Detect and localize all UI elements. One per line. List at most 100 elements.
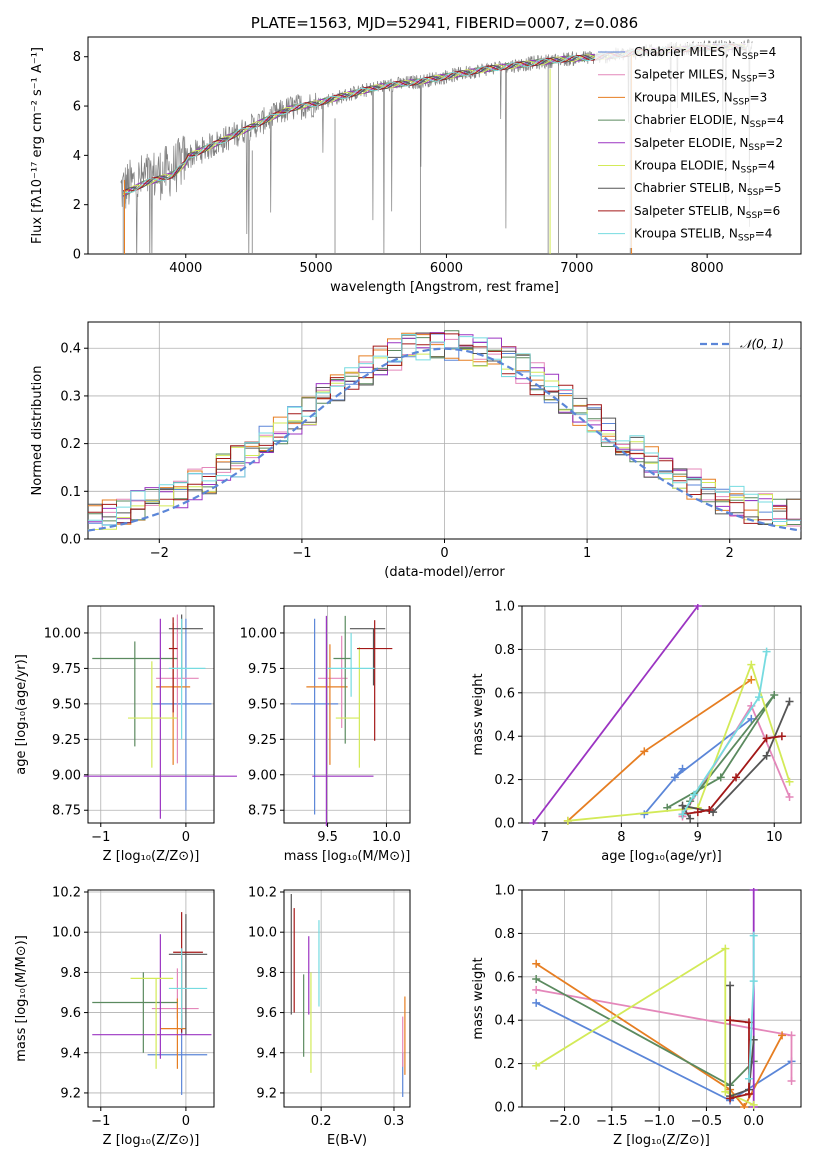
x-tick-label: 0: [182, 1114, 190, 1129]
series-kroupa-miles: [532, 959, 787, 1109]
legend-entry-subscript: SSP: [748, 143, 765, 153]
x-tick-label: −1: [91, 1114, 110, 1129]
y-tick-label: 9.00: [52, 768, 81, 783]
series-marker: [744, 1074, 753, 1083]
x-tick-label: 8: [617, 830, 625, 845]
y-tick-label: 10.2: [248, 886, 277, 901]
y-tick-label: 1.0: [494, 884, 515, 899]
series-marker: [762, 734, 771, 743]
residual-histogram-salpeter-elodie: [88, 332, 801, 523]
legend-entry-value: =6: [763, 204, 781, 218]
spectrum-panel: 4000 5000 6000 7000 8000 0 2 4 6 8 wavelength [Ang…: [30, 14, 802, 295]
legend-entry-label: Kroupa ELODIE, N: [634, 159, 741, 173]
y-tick-label: 0.8: [494, 643, 515, 658]
grid: [88, 606, 214, 823]
series-kroupa-miles: [563, 675, 756, 825]
data-point-kroupa-stelib: [168, 948, 208, 1029]
series-marker: [747, 675, 756, 684]
axes-frame: [283, 889, 411, 1108]
y-tick-label: 10.00: [44, 626, 81, 641]
mass-vs-reddening-panel: 0.2 0.3 9.2 9.4 9.6 9.8 10.0 10.2 E(B-V): [248, 886, 411, 1148]
data-point-salpeter-elodie: [312, 615, 374, 826]
series-marker: [678, 764, 687, 773]
series-marker: [785, 777, 794, 786]
legend-entry-subscript: SSP: [741, 75, 758, 85]
x-tick-label: 0: [440, 546, 448, 561]
axes-frame: [87, 889, 215, 1108]
y-tick-label: 0: [73, 248, 81, 263]
legend-entry: Chabrier ELODIE, NSSP=4: [634, 113, 784, 130]
legend-entry: Kroupa MILES, NSSP=3: [634, 90, 767, 107]
data-point-chabrier-elodie: [92, 972, 178, 1053]
series-marker: [787, 1031, 796, 1040]
grid: [88, 890, 214, 1107]
data-point-kroupa-elodie: [128, 661, 178, 768]
legend-entry-value: =4: [757, 159, 775, 173]
y-tick-label: 9.4: [256, 1046, 277, 1061]
x-tick-label: 10.0: [372, 830, 401, 845]
data-point-salpeter-elodie: [92, 934, 212, 1059]
series-chabrier-elodie: [532, 974, 758, 1090]
y-tick-label: 0.0: [60, 533, 81, 548]
series-chabrier-miles: [532, 998, 796, 1105]
x-tick-label: −1: [292, 546, 311, 561]
series-marker: [787, 1076, 796, 1085]
data-point-chabrier-elodie: [92, 641, 178, 747]
residuals-legend: 𝒩(0, 1): [700, 337, 784, 351]
axes-frame: [87, 321, 802, 540]
grid: [522, 889, 801, 1108]
legend-entry-label: Chabrier ELODIE, N: [634, 113, 750, 127]
legend-entry: Chabrier STELIB, NSSP=5: [634, 181, 782, 198]
x-tick-label: 6000: [430, 261, 463, 276]
y-tick-label: 9.6: [60, 1006, 81, 1021]
series-marker: [732, 773, 741, 782]
y-tick-label: 4: [73, 149, 81, 164]
series-line: [535, 963, 783, 1109]
data-point-salpeter-miles: [151, 968, 199, 1019]
y-tick-label: 9.8: [60, 966, 81, 981]
y-tick-label: 0.4: [494, 1014, 515, 1029]
x-tick-label: −1: [91, 830, 110, 845]
legend-entry-subscript: SSP: [738, 234, 755, 244]
y-tick-label: 9.4: [60, 1046, 81, 1061]
series-marker: [678, 801, 687, 810]
legend-entry-subscript: SSP: [750, 120, 767, 130]
legend-entry-value: =3: [750, 90, 768, 104]
x-axis-label: age [log₁₀(age/yr)]: [601, 849, 722, 864]
y-tick-label: 9.50: [52, 697, 81, 712]
data-point-salpeter-stelib: [357, 620, 393, 741]
series-marker: [785, 697, 794, 706]
series-chabrier-elodie: [663, 690, 779, 812]
legend-entry-label: Kroupa STELIB, N: [634, 227, 738, 241]
x-tick-label: −0.5: [691, 1114, 723, 1129]
series-line: [643, 718, 752, 815]
series-marker: [770, 690, 779, 699]
residual-histogram-salpeter-stelib: [88, 332, 801, 524]
y-tick-label: 9.75: [52, 662, 81, 677]
data-point-chabrier-elodie: [333, 615, 352, 744]
y-tick-label: 9.00: [248, 768, 277, 783]
y-tick-label: 0.2: [60, 437, 81, 452]
x-tick-label: −2: [150, 546, 169, 561]
axes-frame: [521, 605, 802, 824]
y-tick-label: 9.25: [52, 733, 81, 748]
series-marker: [726, 1094, 735, 1103]
legend-entry: Kroupa STELIB, NSSP=4: [634, 227, 772, 244]
legend-entry-subscript: SSP: [733, 97, 750, 107]
series-marker: [754, 693, 763, 702]
x-tick-label: −2.0: [549, 1114, 581, 1129]
data-point-chabrier-stelib: [349, 628, 386, 686]
x-tick-label: 7000: [560, 261, 593, 276]
axes-frame: [521, 889, 802, 1108]
x-tick-label: 0: [182, 830, 190, 845]
series-marker: [670, 773, 679, 782]
legend-entry-value: =3: [757, 68, 775, 82]
mass-vs-metallicity-panel: −1 0 9.2 9.4 9.6 9.8 10.0 10.2 Z [log₁₀(Z/Z⊙)] ma…: [14, 886, 215, 1148]
legend-entry: 𝒩(0, 1): [740, 337, 784, 351]
residual-histogram-kroupa-stelib: [88, 334, 801, 526]
series-marker: [532, 1061, 541, 1070]
y-tick-label: 9.2: [60, 1086, 81, 1101]
series-salpeter-stelib: [678, 732, 786, 819]
series-marker: [747, 714, 756, 723]
y-tick-label: 0.3: [60, 389, 81, 404]
